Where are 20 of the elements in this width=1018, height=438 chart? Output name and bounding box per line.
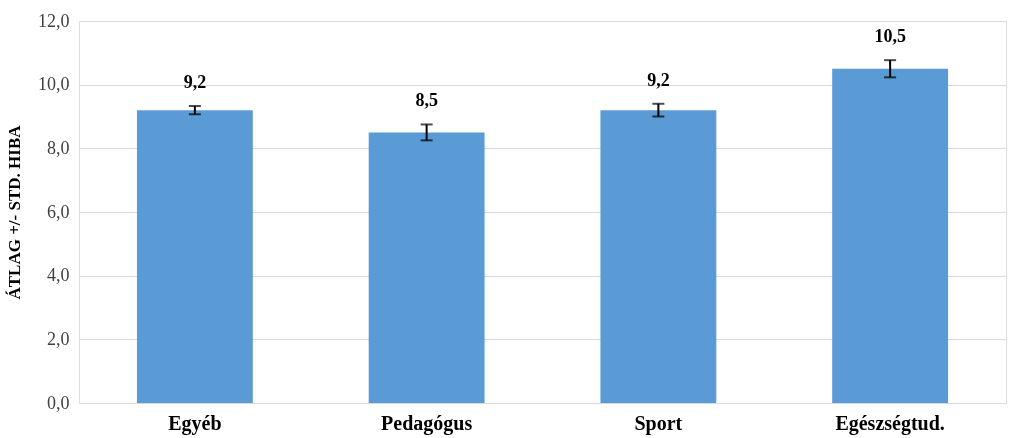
data-label: 9,2 (647, 69, 670, 90)
y-tick-label: 10,0 (38, 74, 70, 95)
y-tick-label: 2,0 (47, 328, 70, 349)
y-tick-label: 6,0 (47, 201, 70, 222)
data-label: 8,5 (415, 90, 438, 111)
y-tick-label: 0,0 (47, 392, 70, 413)
x-tick-label: Egyéb (168, 411, 222, 435)
data-label: 9,2 (183, 72, 207, 92)
x-tick-label: Egészségtud. (835, 411, 945, 435)
bar (832, 68, 949, 403)
bar (368, 132, 485, 403)
y-tick-label: 4,0 (47, 265, 70, 286)
y-axis-title: ÁTLAG +/- STD. HIBA (5, 124, 24, 300)
bar (136, 110, 253, 403)
bar (600, 110, 717, 403)
data-label: 10,5 (874, 26, 906, 47)
x-tick-label: Sport (634, 411, 683, 435)
y-tick-label: 12,0 (38, 10, 70, 31)
x-tick-label: Pedagógus (381, 411, 473, 435)
y-tick-label: 8,0 (47, 137, 70, 158)
